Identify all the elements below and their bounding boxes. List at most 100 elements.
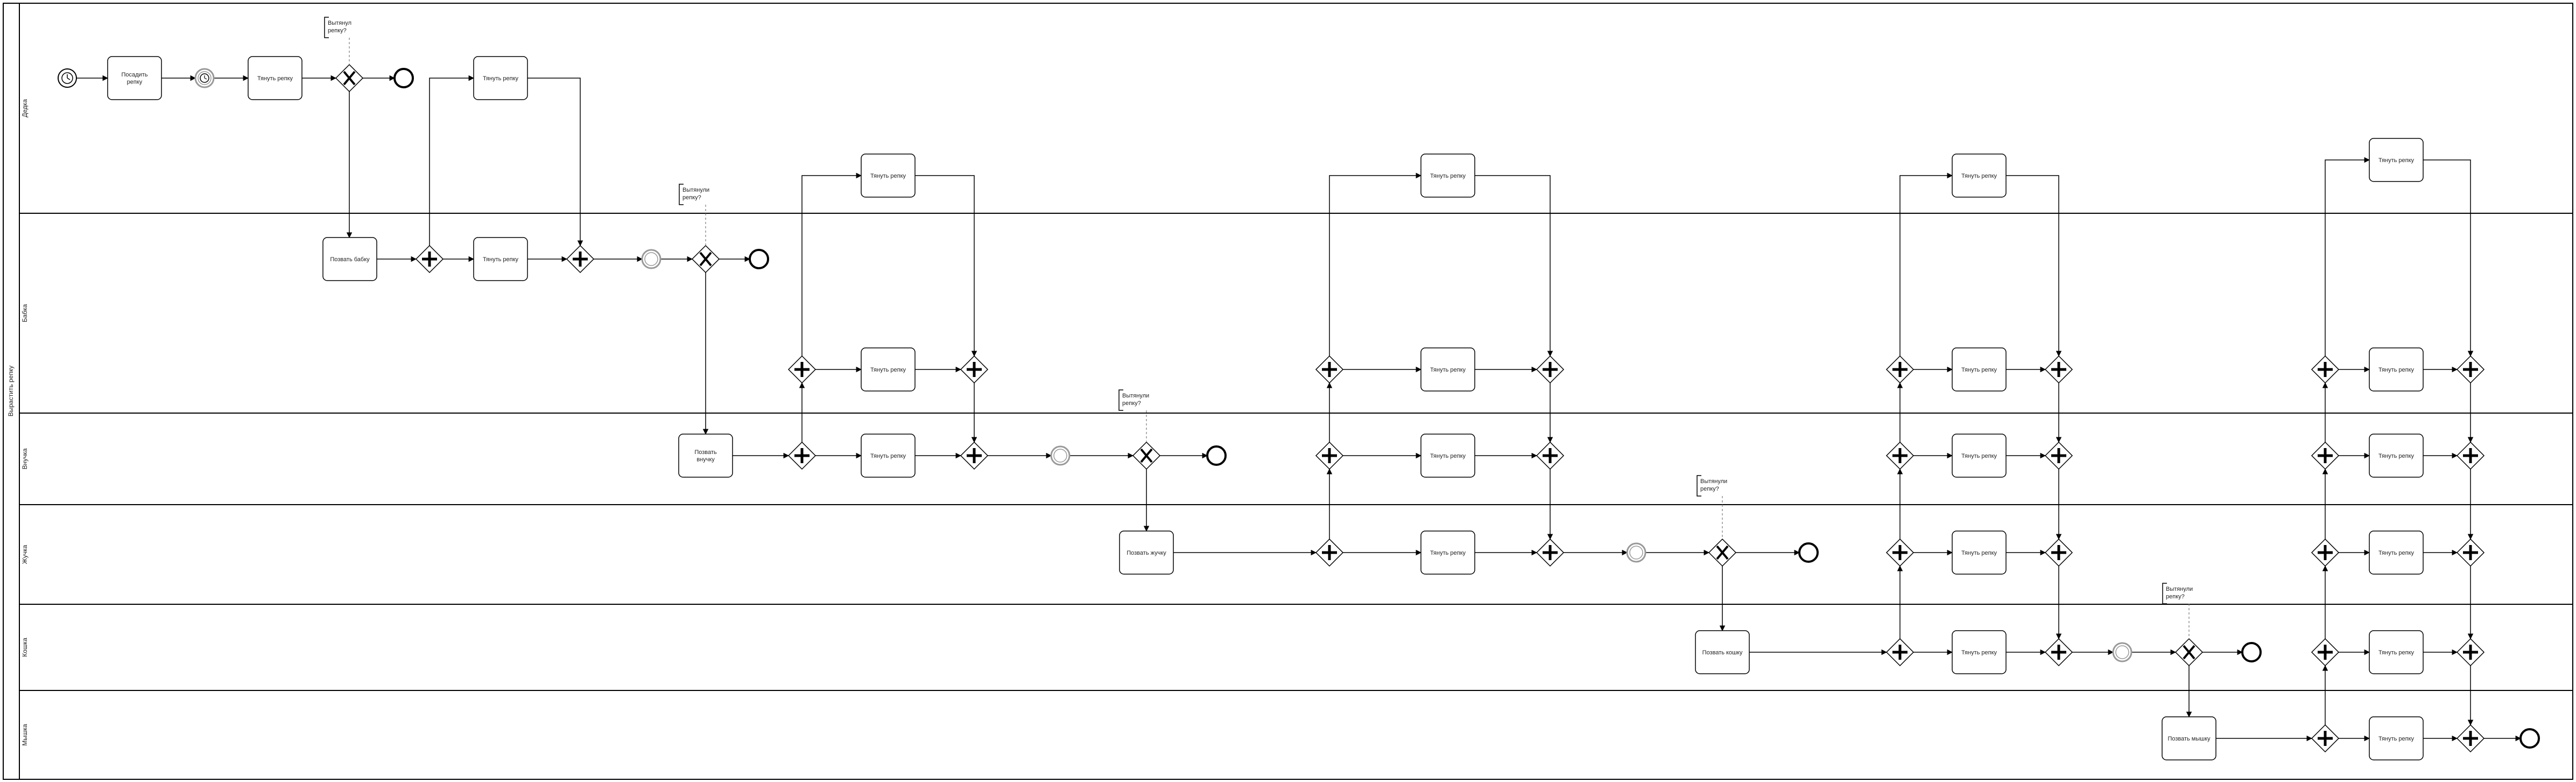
plus-icon	[967, 448, 982, 463]
task-box	[2162, 716, 2216, 760]
task-box	[1952, 630, 2007, 674]
task-pull-c5-m: Тянуть репку	[2369, 716, 2424, 760]
parallel-gateway	[1885, 538, 1915, 567]
plus-icon	[1892, 545, 1908, 560]
task-plant: Посадить репку	[107, 56, 162, 100]
plus-icon	[2051, 448, 2066, 463]
annotation-bracket	[324, 17, 329, 38]
parallel-gateway	[2311, 441, 2340, 470]
sequence-flow	[1899, 172, 1953, 356]
clock-icon	[200, 73, 209, 83]
sequence-flow	[429, 75, 475, 246]
plus-icon	[1892, 448, 1908, 463]
task-pull-c4-b: Тянуть репку	[1952, 347, 2007, 392]
plus-icon	[2463, 545, 2478, 560]
parallel-gateway	[1536, 538, 1565, 567]
plus-icon	[1892, 362, 1908, 377]
lane-label-myshka: Мышка	[21, 724, 29, 746]
task-pull-c2-top: Тянуть репку	[861, 153, 916, 198]
parallel-gateway	[2044, 441, 2073, 470]
task-pull-c4-z: Тянуть репку	[1952, 530, 2007, 575]
annotation-bracket	[1697, 475, 1701, 497]
sequence-flow	[2325, 157, 2370, 356]
plus-icon	[573, 252, 588, 267]
plus-icon	[1892, 645, 1908, 660]
text-annotation: Вытянули репку?	[679, 184, 709, 246]
task-pull-c4-k: Тянуть репку	[1952, 630, 2007, 674]
task-box	[2369, 630, 2424, 674]
end-event	[1206, 445, 1227, 466]
task-label: Позвать бабку	[330, 256, 370, 263]
parallel-gateway	[2311, 538, 2340, 567]
plus-icon	[2318, 448, 2333, 463]
task-box	[1420, 530, 1475, 575]
parallel-gateway	[960, 441, 989, 470]
event-inner	[644, 252, 658, 266]
event-inner	[1053, 449, 1067, 463]
task-box	[861, 347, 916, 392]
task-label: Тянуть репку	[2378, 550, 2415, 556]
text-annotation: Вытянули репку?	[1697, 475, 1727, 539]
end-event	[393, 68, 414, 88]
sequence-flow	[2423, 159, 2474, 357]
lane-label-babka: Бабка	[21, 304, 29, 322]
task-box	[1420, 153, 1475, 198]
task-box	[1952, 434, 2007, 478]
task-label: Позвать внучку	[694, 449, 717, 463]
parallel-gateway	[787, 355, 817, 384]
annotation-text: Вытянули репку?	[682, 187, 709, 201]
parallel-gateway	[2311, 355, 2340, 384]
task-pull-dedka-2: Тянуть репку	[473, 56, 528, 100]
task-pull-dedka: Тянуть репку	[248, 56, 302, 100]
plus-icon	[2051, 545, 2066, 560]
plus-icon	[2463, 645, 2478, 660]
text-annotation: Вытянули репку?	[2162, 583, 2193, 639]
end-event	[749, 249, 769, 269]
parallel-gateway	[2456, 355, 2485, 384]
task-label: Тянуть репку	[1430, 173, 1466, 179]
task-label: Тянуть репку	[2378, 367, 2415, 373]
x-icon	[2183, 645, 2195, 660]
task-pull-c3-top: Тянуть репку	[1420, 153, 1475, 198]
task-label: Позвать кошку	[1702, 650, 1743, 656]
task-box	[1952, 530, 2007, 575]
annotation-text: Вытянул репку?	[328, 20, 351, 34]
task-box	[1420, 347, 1475, 392]
task-label: Тянуть репку	[1961, 453, 1997, 459]
task-box	[2369, 716, 2424, 760]
task-label: Тянуть репку	[1961, 550, 1997, 556]
plus-icon	[1543, 545, 1558, 560]
parallel-gateway	[2044, 638, 2073, 667]
plus-icon	[2463, 731, 2478, 746]
parallel-gateway	[1885, 355, 1915, 384]
parallel-gateway	[415, 245, 444, 274]
clock-hand	[204, 78, 207, 80]
task-box	[107, 56, 162, 100]
clock-hand	[67, 78, 71, 80]
task-label: Тянуть репку	[1430, 550, 1466, 556]
intermediate-event	[1626, 542, 1646, 563]
parallel-gateway	[1536, 441, 1565, 470]
task-call-vnuchka: Позвать внучку	[678, 434, 733, 478]
task-pull-c3-b: Тянуть репку	[1420, 347, 1475, 392]
parallel-gateway	[2456, 441, 2485, 470]
task-box	[678, 434, 733, 478]
parallel-gateway	[1885, 638, 1915, 667]
task-pull-babka: Тянуть репку	[473, 237, 528, 281]
task-label: Тянуть репку	[2378, 453, 2415, 459]
task-box	[2369, 530, 2424, 575]
task-label: Тянуть репку	[870, 173, 906, 179]
task-label: Тянуть репку	[257, 75, 293, 82]
task-box	[2369, 347, 2424, 392]
plus-icon	[794, 362, 810, 377]
x-icon	[1140, 448, 1153, 463]
parallel-gateway	[1536, 355, 1565, 384]
plus-icon	[2318, 645, 2333, 660]
task-box	[861, 153, 916, 198]
parallel-gateway	[1315, 355, 1344, 384]
parallel-gateway	[2311, 638, 2340, 667]
task-call-zhuchka: Позвать жучку	[1119, 530, 1174, 575]
plus-icon	[1322, 448, 1337, 463]
plus-icon	[2318, 362, 2333, 377]
